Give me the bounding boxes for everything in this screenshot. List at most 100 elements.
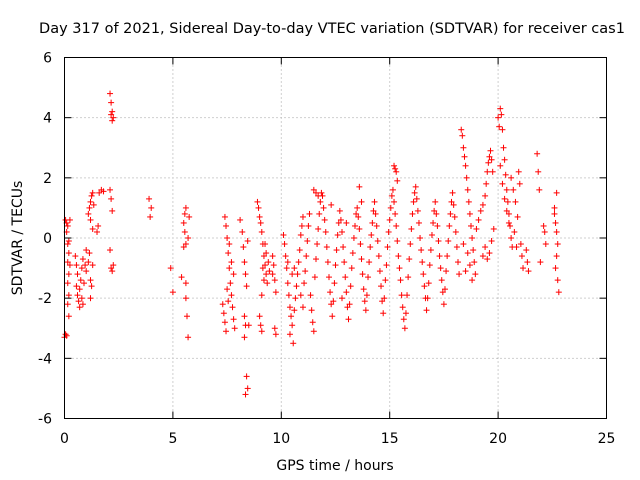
data-point bbox=[437, 265, 444, 272]
data-point bbox=[185, 334, 192, 341]
data-point bbox=[223, 328, 230, 335]
data-point bbox=[343, 219, 350, 226]
data-point bbox=[73, 262, 80, 269]
data-point bbox=[384, 244, 391, 251]
data-point bbox=[330, 298, 337, 305]
data-point bbox=[226, 265, 233, 272]
data-point bbox=[324, 259, 331, 266]
data-point bbox=[110, 262, 117, 269]
data-point bbox=[331, 280, 338, 287]
y-tick-labels: -6 -4 -2 0 2 4 6 bbox=[38, 51, 52, 428]
data-point bbox=[473, 225, 480, 232]
data-point bbox=[230, 316, 237, 323]
data-point bbox=[356, 225, 363, 232]
data-point bbox=[541, 228, 548, 235]
data-point bbox=[391, 198, 398, 205]
data-point bbox=[312, 256, 319, 263]
data-point bbox=[408, 225, 415, 232]
data-point bbox=[312, 189, 319, 196]
data-point bbox=[280, 231, 287, 238]
data-point bbox=[342, 274, 349, 281]
data-point bbox=[269, 253, 276, 260]
data-point bbox=[83, 268, 90, 275]
data-point bbox=[314, 241, 321, 248]
data-point bbox=[178, 274, 185, 281]
data-point bbox=[180, 219, 187, 226]
data-point bbox=[360, 286, 367, 293]
data-point bbox=[350, 235, 357, 241]
data-point bbox=[296, 247, 303, 254]
x-tick-label: 15 bbox=[381, 431, 399, 447]
data-point bbox=[72, 253, 79, 260]
data-point bbox=[335, 219, 342, 226]
x-tick-label: 25 bbox=[598, 431, 616, 447]
data-point bbox=[428, 231, 435, 238]
data-point bbox=[228, 292, 235, 299]
axis-ticks bbox=[64, 57, 607, 419]
data-point bbox=[310, 186, 317, 193]
data-point bbox=[295, 259, 302, 266]
data-point bbox=[221, 213, 228, 220]
data-point bbox=[269, 271, 276, 278]
data-point bbox=[65, 271, 72, 278]
data-point bbox=[508, 235, 515, 241]
data-point bbox=[86, 204, 93, 211]
data-point bbox=[447, 210, 454, 217]
data-point bbox=[500, 144, 507, 151]
data-point bbox=[272, 331, 279, 338]
data-point bbox=[515, 168, 522, 175]
data-point bbox=[340, 244, 347, 251]
data-point bbox=[302, 268, 309, 275]
data-point bbox=[88, 192, 95, 199]
data-point bbox=[182, 295, 189, 302]
data-point bbox=[231, 325, 238, 332]
data-point bbox=[484, 256, 491, 263]
data-point bbox=[551, 204, 558, 211]
data-point bbox=[341, 259, 348, 266]
data-point bbox=[226, 241, 233, 248]
data-point bbox=[382, 277, 389, 284]
data-point bbox=[372, 210, 379, 217]
data-point bbox=[183, 313, 190, 320]
data-point bbox=[406, 256, 413, 263]
data-point bbox=[502, 171, 509, 178]
data-point bbox=[148, 204, 155, 211]
data-point bbox=[469, 277, 476, 284]
data-point bbox=[358, 198, 365, 205]
data-point bbox=[186, 213, 193, 220]
x-tick-labels: 0 5 10 15 20 25 bbox=[60, 431, 615, 447]
data-point bbox=[87, 198, 94, 205]
data-point bbox=[85, 259, 92, 266]
data-point bbox=[345, 316, 352, 323]
data-point bbox=[412, 183, 419, 190]
data-point bbox=[385, 228, 392, 235]
data-point bbox=[386, 216, 393, 223]
data-point bbox=[255, 204, 262, 211]
data-point bbox=[540, 222, 547, 229]
data-point bbox=[490, 225, 497, 232]
data-point bbox=[289, 322, 296, 329]
data-point bbox=[244, 238, 251, 245]
data-point bbox=[62, 331, 69, 338]
data-point bbox=[88, 283, 95, 290]
data-point bbox=[64, 259, 71, 266]
data-point bbox=[431, 207, 438, 214]
data-point bbox=[387, 204, 394, 211]
data-point bbox=[288, 313, 295, 320]
data-point bbox=[79, 256, 86, 263]
data-point bbox=[74, 292, 81, 299]
data-point bbox=[263, 271, 270, 278]
data-point bbox=[321, 216, 328, 223]
data-point bbox=[419, 259, 426, 266]
data-point bbox=[272, 289, 279, 296]
data-point bbox=[378, 283, 385, 290]
data-point bbox=[354, 204, 361, 211]
data-point bbox=[66, 262, 73, 269]
data-point bbox=[256, 213, 263, 220]
data-point bbox=[381, 295, 388, 302]
data-point bbox=[465, 198, 472, 205]
data-point bbox=[488, 156, 495, 163]
data-point bbox=[297, 231, 304, 238]
data-point bbox=[463, 174, 470, 181]
data-point bbox=[301, 280, 308, 287]
